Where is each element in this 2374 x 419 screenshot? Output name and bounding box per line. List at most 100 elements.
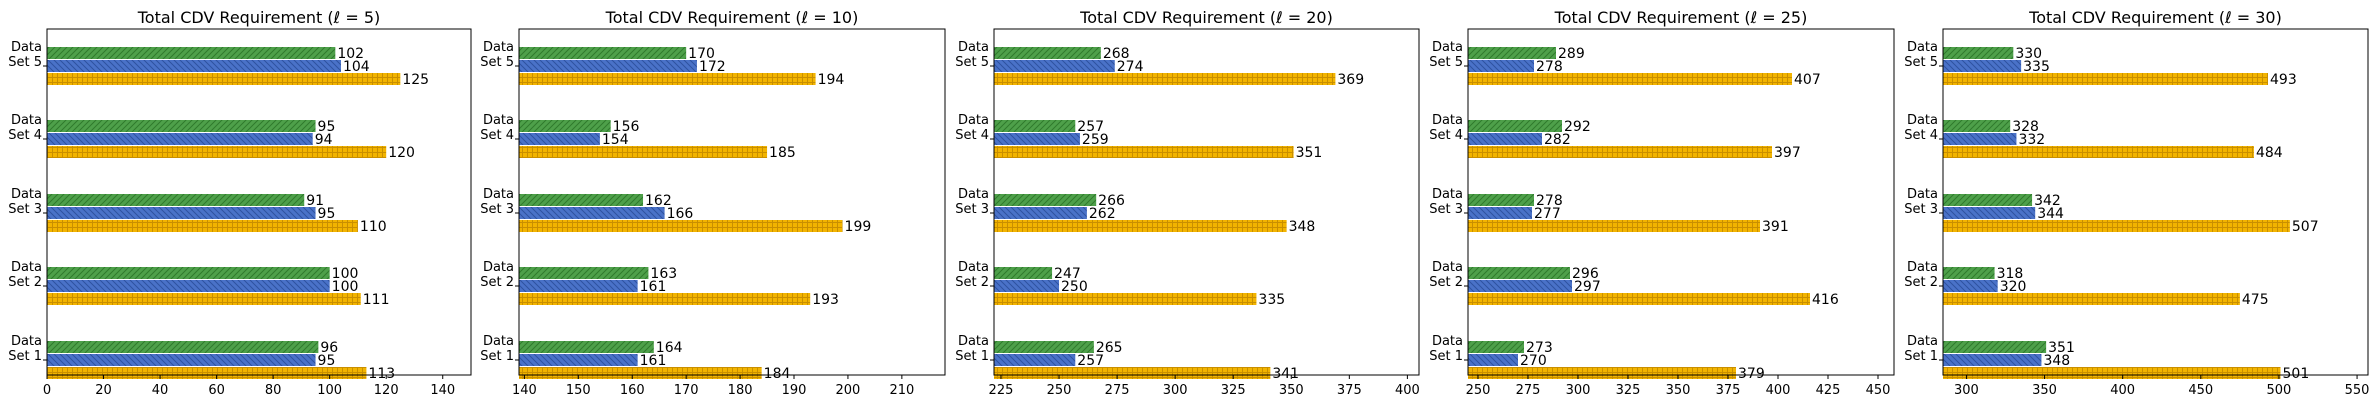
bar-series-yellow-set-3 xyxy=(519,220,843,232)
bar-series-blue-set-5 xyxy=(1468,60,1534,72)
bar-value-label: 185 xyxy=(769,145,796,161)
bar-series-yellow-set-1 xyxy=(1468,367,1736,379)
bar-value-label: 278 xyxy=(1536,193,1563,209)
bar-value-label: 416 xyxy=(1812,292,1839,308)
bar-series-blue-set-2 xyxy=(47,280,330,292)
x-tick-label: 550 xyxy=(2345,383,2370,398)
category-label-set-4: Data Set 4 xyxy=(480,113,514,143)
bar-series-yellow-set-3 xyxy=(994,220,1287,232)
bar-series-green-set-1 xyxy=(994,341,1094,353)
x-tick-label: 170 xyxy=(674,383,699,398)
bar-value-label: 110 xyxy=(360,219,387,235)
bar-value-label: 164 xyxy=(656,340,683,356)
bar-series-blue-set-5 xyxy=(47,60,341,72)
bar-value-label: 265 xyxy=(1096,340,1123,356)
bar-series-blue-set-3 xyxy=(1468,207,1532,219)
chart-title: Total CDV Requirement (ℓ = 30) xyxy=(2028,8,2282,27)
axes-frame xyxy=(1467,28,1895,376)
bar-value-label: 100 xyxy=(332,266,359,282)
bar-series-blue-set-2 xyxy=(994,280,1060,292)
chart-panel-2: Total CDV Requirement (ℓ = 10)164161184D… xyxy=(480,8,946,398)
bar-value-label: 270 xyxy=(1520,353,1547,369)
category-label-set-4: Data Set 4 xyxy=(1429,113,1463,143)
bar-value-label: 247 xyxy=(1054,266,1081,282)
bar-series-blue-set-3 xyxy=(994,207,1087,219)
bar-series-yellow-set-4 xyxy=(47,146,387,158)
bar-value-label: 161 xyxy=(640,353,667,369)
bar-series-yellow-set-2 xyxy=(47,293,361,305)
axes-frame xyxy=(993,28,1420,376)
bar-series-green-set-3 xyxy=(1468,194,1534,206)
bar-series-yellow-set-3 xyxy=(47,220,358,232)
bar-series-yellow-set-4 xyxy=(994,146,1294,158)
bar-series-yellow-set-2 xyxy=(994,293,1257,305)
bar-value-label: 391 xyxy=(1762,219,1789,235)
bar-value-label: 100 xyxy=(332,279,359,295)
bar-series-green-set-1 xyxy=(1943,341,2047,353)
bar-series-blue-set-3 xyxy=(1943,207,2036,219)
x-tick-label: 40 xyxy=(152,383,169,398)
bar-series-blue-set-5 xyxy=(1943,60,2022,72)
category-label-set-4: Data Set 4 xyxy=(8,113,42,143)
bar-series-blue-set-5 xyxy=(519,60,697,72)
bar-value-label: 172 xyxy=(699,59,726,75)
category-label-set-3: Data Set 3 xyxy=(955,187,989,217)
bar-series-blue-set-1 xyxy=(47,354,316,366)
bar-value-label: 184 xyxy=(764,366,791,382)
bar-value-label: 348 xyxy=(1289,219,1316,235)
x-tick-label: 140 xyxy=(430,383,455,398)
x-tick-label: 300 xyxy=(1163,383,1188,398)
bar-value-label: 94 xyxy=(315,132,333,148)
bar-value-label: 341 xyxy=(1272,366,1299,382)
bar-value-label: 199 xyxy=(845,219,872,235)
bar-value-label: 96 xyxy=(320,340,338,356)
category-label-set-1: Data Set 1 xyxy=(955,334,989,364)
bar-series-yellow-set-5 xyxy=(47,73,401,85)
category-label-set-1: Data Set 1 xyxy=(1429,334,1463,364)
bar-series-yellow-set-5 xyxy=(994,73,1336,85)
bar-series-green-set-2 xyxy=(1468,267,1570,279)
bar-value-label: 113 xyxy=(368,366,395,382)
category-label-set-1: Data Set 1 xyxy=(1904,334,1938,364)
bar-series-green-set-3 xyxy=(47,194,305,206)
x-tick-label: 500 xyxy=(2267,383,2292,398)
bar-value-label: 278 xyxy=(1536,59,1563,75)
bar-value-label: 154 xyxy=(602,132,629,148)
x-tick-label: 425 xyxy=(1816,383,1841,398)
x-tick-label: 20 xyxy=(95,383,112,398)
bar-series-green-set-2 xyxy=(47,267,330,279)
bar-value-label: 120 xyxy=(388,145,415,161)
category-label-set-1: Data Set 1 xyxy=(480,334,514,364)
bar-series-blue-set-5 xyxy=(994,60,1115,72)
bar-value-label: 194 xyxy=(818,72,845,88)
bar-series-yellow-set-2 xyxy=(1943,293,2240,305)
bar-series-blue-set-4 xyxy=(1468,133,1542,145)
x-tick-label: 450 xyxy=(2188,383,2213,398)
bar-value-label: 257 xyxy=(1077,119,1104,135)
x-tick-label: 350 xyxy=(1666,383,1691,398)
bar-value-label: 125 xyxy=(402,72,429,88)
bar-value-label: 407 xyxy=(1794,72,1821,88)
chart-title: Total CDV Requirement (ℓ = 20) xyxy=(1079,8,1333,27)
category-label-set-5: Data Set 5 xyxy=(480,40,514,70)
bar-value-label: 493 xyxy=(2270,72,2297,88)
bar-value-label: 259 xyxy=(1082,132,1109,148)
bar-value-label: 507 xyxy=(2292,219,2319,235)
bar-series-green-set-3 xyxy=(1943,194,2033,206)
bar-value-label: 379 xyxy=(1738,366,1765,382)
bar-value-label: 193 xyxy=(812,292,839,308)
x-tick-label: 325 xyxy=(1616,383,1641,398)
x-tick-label: 400 xyxy=(1395,383,1420,398)
category-label-set-5: Data Set 5 xyxy=(1904,40,1938,70)
x-tick-label: 60 xyxy=(208,383,225,398)
bar-series-green-set-5 xyxy=(1943,47,2014,59)
bar-value-label: 297 xyxy=(1574,279,1601,295)
bar-series-green-set-5 xyxy=(47,47,336,59)
bar-series-blue-set-3 xyxy=(47,207,316,219)
bar-series-yellow-set-4 xyxy=(519,146,768,158)
category-label-set-4: Data Set 4 xyxy=(1904,113,1938,143)
bar-value-label: 104 xyxy=(343,59,370,75)
bar-series-green-set-1 xyxy=(47,341,319,353)
bar-series-green-set-3 xyxy=(994,194,1097,206)
bar-series-yellow-set-3 xyxy=(1943,220,2290,232)
